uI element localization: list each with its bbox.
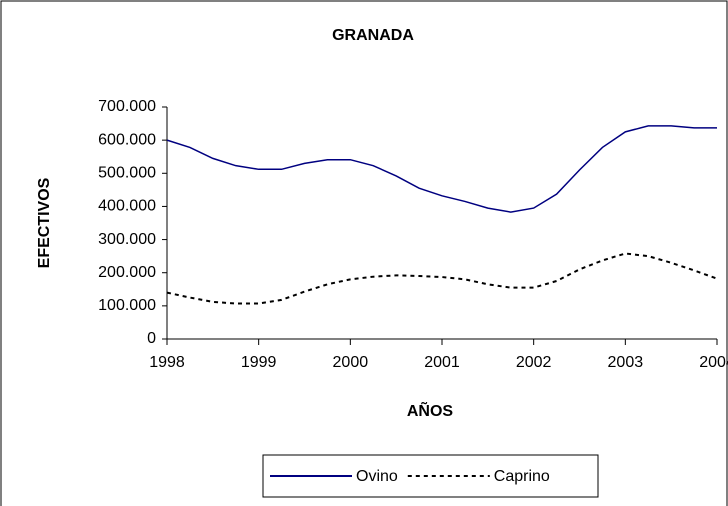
y-tick-label: 400.000 [98,198,156,215]
y-tick-label: 700.000 [98,98,156,115]
y-tick-label: 0 [147,330,156,347]
y-tick-label: 100.000 [98,297,156,314]
x-tick-label: 2000 [333,354,369,371]
x-tick-label: 2003 [608,354,644,371]
x-tick-label: 2001 [424,354,460,371]
y-axis-label: EFECTIVOS [36,177,53,268]
x-tick-label: 1998 [149,354,185,371]
legend-label: Caprino [494,468,550,485]
chart-title: GRANADA [332,27,414,44]
series-line [166,125,717,213]
legend-label: Ovino [356,468,398,485]
legend-box [262,454,599,498]
x-tick-label: 1999 [241,354,277,371]
x-tick-label: 2002 [516,354,552,371]
y-tick-label: 600.000 [98,131,156,148]
x-axis-label: AÑOS [407,400,454,420]
y-tick-label: 500.000 [98,165,156,182]
y-tick-label: 300.000 [98,231,156,248]
x-tick-label: 2004 [699,354,728,371]
y-tick-label: 200.000 [98,264,156,281]
